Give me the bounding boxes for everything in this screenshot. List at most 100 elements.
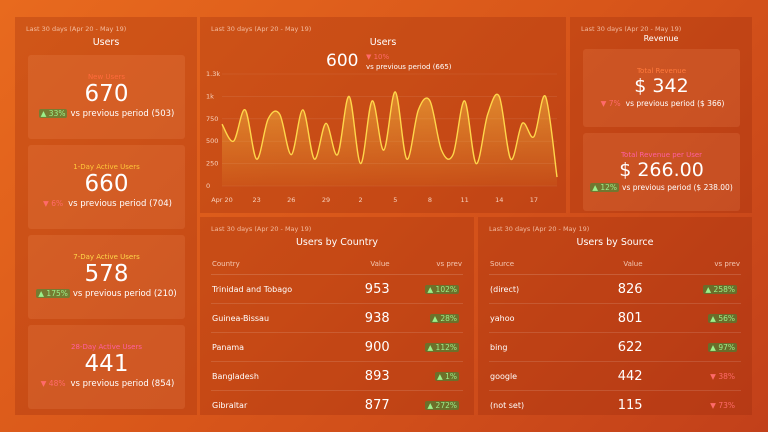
x-tick-label: 2 [359,196,363,204]
kpi-card: 28-Day Active Users 441 ▼ 48% vs previous p… [28,325,185,409]
row-value: 115 [569,390,655,415]
change-line: ▲ 175% vs previous period (210) [28,289,185,299]
table-row: Guinea-Bissau 938 ▲ 28% [211,303,463,333]
previous-value: vs previous period ($ 238.00) [622,183,733,192]
kpi-card: 7-Day Active Users 578 ▲ 175% vs previous p… [28,235,185,319]
row-label: Panama [211,332,342,362]
period: Last 30 days (Apr 20 - May 19) [26,25,127,33]
x-tick-label: 5 [393,196,397,204]
kpi-card: New Users 670 ▲ 33% vs previous period (503… [28,55,185,139]
y-tick-label: 1.3k [206,70,220,78]
change-badge: ▲ 97% [708,342,737,352]
kpi-label: 7-Day Active Users [73,253,140,261]
y-tick-label: 1k [206,92,214,100]
row-value: 893 [341,361,402,391]
panel-title: Revenue [643,34,679,43]
panel-title: Users by Source [576,237,654,248]
kpi-label: 28-Day Active Users [71,343,142,351]
row-value: 442 [569,361,655,391]
kpi-value: 578 [84,261,129,287]
kpi-value: $ 266.00 [619,159,704,181]
line [221,91,558,178]
change-badge: ▲ 258% [703,284,737,294]
row-value: 953 [341,274,402,304]
row-value: 801 [569,303,655,333]
row-label: google [489,361,570,391]
kpi-card: Total Revenue $ 342 ▼ 7% vs previous period… [583,49,740,127]
column-header: vs prev [654,253,741,275]
change-badge: ▼ 10% [366,53,390,61]
table-row: bing 622 ▲ 97% [489,332,741,362]
row-change: ▲ 1% [401,361,463,391]
change-badge: ▲ 28% [430,313,459,323]
column-header: vs prev [401,253,463,275]
kpi-label: New Users [87,73,126,81]
kpi-label: 1-Day Active Users [73,163,140,171]
row-label: Trinidad and Tobago [211,274,342,304]
change-badge: ▲ 112% [425,342,459,352]
row-value: 938 [341,303,402,333]
y-tick-label: 0 [206,182,210,190]
y-tick-label: 250 [206,160,218,168]
x-tick-label: 17 [530,196,538,204]
users-panel: Last 30 days (Apr 20 - May 19) Users New U… [15,17,197,415]
table-row: (direct) 826 ▲ 258% [489,274,741,304]
row-label: yahoo [489,303,570,333]
x-tick-label: 14 [495,196,503,204]
x-tick-label: 8 [428,196,432,204]
x-tick-label: 26 [287,196,295,204]
kpi-value: 441 [84,351,129,377]
period: Last 30 days (Apr 20 - May 19) [211,25,312,33]
table-row: Trinidad and Tobago 953 ▲ 102% [211,274,463,304]
row-change: ▲ 272% [401,390,463,415]
row-label: (not set) [489,390,570,415]
change-badge: ▲ 175% [36,289,70,298]
trend-change: ▼ 10% vs previous period (665) [366,52,452,72]
table-row: Panama 900 ▲ 112% [211,332,463,362]
row-change: ▲ 28% [401,303,463,333]
row-change: ▲ 258% [654,274,741,304]
kpi-value: 660 [84,171,129,197]
previous-value: vs previous period (503) [70,109,175,119]
change-badge: ▲ 33% [38,109,68,118]
row-value: 877 [341,390,402,415]
data-table: Country Value vs prev Trinidad and Tobago 95… [211,253,463,415]
change-badge: ▼ 6% [43,199,64,208]
period: Last 30 days (Apr 20 - May 19) [489,225,590,233]
row-change: ▲ 56% [654,303,741,333]
panel-title: Users [92,37,120,48]
line-area [222,91,557,186]
row-value: 900 [341,332,402,362]
change-badge: ▼ 48% [40,379,66,388]
x-tick-label: 29 [322,196,330,204]
revenue-panel: Last 30 days (Apr 20 - May 19) Revenue Tot… [570,17,752,213]
header-row: Source Value vs prev [489,253,741,275]
period: Last 30 days (Apr 20 - May 19) [211,225,312,233]
row-value: 622 [569,332,655,362]
x-tick-label: 11 [460,196,468,204]
column-header: Source [489,253,570,275]
table-row: yahoo 801 ▲ 56% [489,303,741,333]
row-change: ▲ 102% [401,274,463,304]
previous-value: vs previous period (704) [68,199,172,209]
change-badge: ▲ 102% [425,284,459,294]
row-change: ▼ 73% [654,390,741,415]
kpi-card: Total Revenue per User $ 266.00 ▲ 12% vs pr… [583,133,740,211]
change-line: ▼ 48% vs previous period (854) [28,379,185,389]
row-change: ▲ 97% [654,332,741,362]
previous-value: vs previous period (854) [70,379,175,389]
column-header: Country [211,253,342,275]
trend-value: 600 [326,51,359,71]
change-badge: ▲ 56% [708,313,737,323]
previous-value: vs previous period ($ 366) [625,99,725,108]
change-badge: ▲ 12% [590,183,620,192]
users-trend-panel: Last 30 days (Apr 20 - May 19) Users 600 ▼ … [200,17,566,213]
line-chart: 0 250 500 750 1k 1.3k Apr 20 23 26 29 2 5 8 11 14 17 [206,70,558,204]
data-table: Source Value vs prev (direct) 826 ▲ 258% yahoo… [489,253,741,415]
country-panel: Last 30 days (Apr 20 - May 19) Users by C… [200,217,474,415]
y-tick-label: 750 [206,115,218,123]
change-line: ▲ 12% vs previous period ($ 238.00) [583,183,740,192]
row-label: Guinea-Bissau [211,303,342,333]
change-badge: ▼ 38% [710,371,735,381]
column-header: Value [341,253,402,275]
